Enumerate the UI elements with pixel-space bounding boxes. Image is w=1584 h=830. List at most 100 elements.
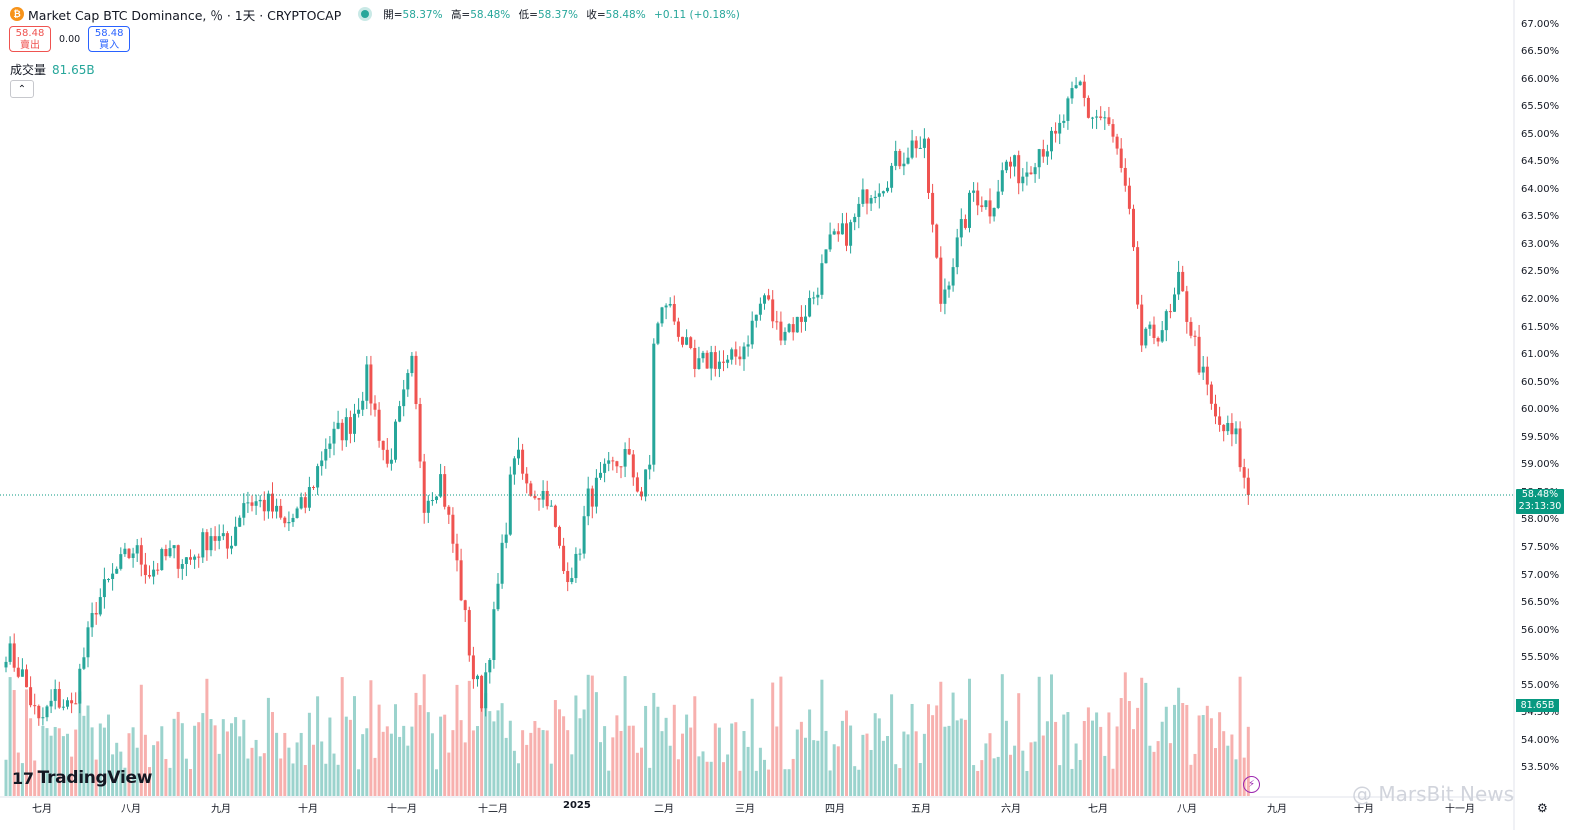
- candle-body: [127, 548, 131, 558]
- volume-bar: [927, 704, 930, 796]
- volume-bar: [918, 763, 922, 796]
- volume-bar: [1148, 745, 1152, 796]
- volume-bar: [980, 760, 984, 796]
- volume-bar: [746, 746, 750, 796]
- volume-bar: [525, 744, 529, 796]
- volume-bar: [451, 730, 455, 796]
- volume-bar: [615, 715, 619, 796]
- volume-bar: [168, 767, 172, 796]
- volume-bar: [1132, 729, 1135, 796]
- volume-bar: [783, 769, 787, 796]
- volume-bar: [832, 744, 836, 796]
- candle-body: [53, 688, 57, 701]
- candle-body: [1181, 271, 1185, 292]
- candle-body: [184, 557, 188, 565]
- volume-bar: [668, 745, 672, 796]
- volume-bar: [849, 725, 853, 796]
- ohlc-values: 開=58.37% 高=58.48% 低=58.37% 收=58.48% +0.1…: [383, 8, 740, 21]
- candle-body: [726, 359, 730, 363]
- candle-body: [242, 503, 246, 518]
- candle-body: [1111, 124, 1115, 137]
- gear-icon[interactable]: ⚙: [1537, 801, 1548, 815]
- candle-body: [1050, 130, 1053, 152]
- flash-icon[interactable]: ⚡: [1243, 776, 1260, 793]
- volume-bar: [1152, 751, 1156, 796]
- volume-bar: [1230, 734, 1234, 796]
- price-axis-label: 59.00%: [1521, 459, 1560, 471]
- candle-body: [102, 579, 106, 598]
- volume-bar: [1177, 687, 1181, 796]
- volume-bar: [1222, 731, 1226, 796]
- price-axis-label: 67.00%: [1521, 18, 1560, 30]
- volume-bar: [1041, 735, 1045, 796]
- candle-body: [369, 364, 373, 404]
- candle-body: [1054, 130, 1058, 134]
- price-axis-label: 66.00%: [1521, 73, 1560, 85]
- candle-body: [902, 163, 906, 167]
- candle-body: [1099, 116, 1103, 118]
- candle-body: [455, 543, 459, 561]
- sell-button[interactable]: 58.48 賣出: [9, 26, 51, 52]
- volume-bar: [189, 769, 192, 796]
- volume-bar: [45, 728, 49, 796]
- volume-bar: [25, 689, 28, 796]
- candle-body: [1037, 149, 1041, 168]
- volume-bar: [340, 677, 344, 796]
- candle-body: [562, 545, 566, 572]
- volume-bar: [312, 744, 315, 796]
- candle-body: [131, 553, 135, 558]
- candle-body: [968, 192, 971, 228]
- candle-body: [217, 536, 221, 541]
- candle-body: [205, 532, 209, 551]
- candle-body: [681, 336, 684, 345]
- volume-bar: [37, 770, 41, 796]
- candle-body: [492, 609, 496, 660]
- candle-body: [230, 545, 233, 549]
- volume-bar: [1029, 742, 1033, 796]
- volume-bar: [242, 719, 246, 796]
- candle-body: [1140, 304, 1144, 346]
- candle-body: [193, 556, 197, 560]
- candle-body: [808, 297, 812, 317]
- buy-button[interactable]: 58.48 買入: [88, 26, 131, 52]
- candle-body: [1041, 149, 1045, 157]
- symbol-title[interactable]: Market Cap BTC Dominance, ％ · 1天 · CRYPT…: [28, 7, 342, 23]
- volume-bar: [180, 723, 184, 796]
- volume-bar: [111, 754, 115, 796]
- price-axis-label: 56.00%: [1521, 624, 1560, 636]
- candle-body: [676, 321, 680, 337]
- candle-body: [1021, 176, 1025, 184]
- candle-body: [4, 661, 8, 668]
- candle-body: [373, 403, 377, 410]
- volume-bar: [1242, 757, 1246, 796]
- volume-bar: [389, 733, 393, 796]
- candle-body: [336, 422, 340, 429]
- volume-bar: [74, 729, 78, 796]
- tradingview-logo-icon: 17: [12, 768, 34, 788]
- volume-bar: [402, 725, 406, 796]
- time-axis-label: 二月: [654, 804, 674, 815]
- market-status-icon[interactable]: [361, 10, 370, 18]
- candle-body: [402, 389, 406, 407]
- candle-body: [1025, 172, 1029, 177]
- volume-bar: [504, 737, 508, 796]
- price-axis-label: 56.50%: [1521, 597, 1560, 609]
- tradingview-logo[interactable]: 17 TradingView: [12, 768, 153, 788]
- volume-bar: [213, 725, 217, 796]
- candle-body: [262, 499, 266, 512]
- volume-bar: [57, 728, 61, 796]
- volume-bar: [955, 720, 959, 796]
- collapse-legend-button[interactable]: ⌃: [10, 80, 34, 98]
- volume-bar: [1218, 712, 1222, 796]
- volume-bar: [578, 718, 582, 796]
- volume-bar: [373, 757, 377, 796]
- candle-body: [525, 473, 529, 484]
- volume-bar: [1086, 707, 1090, 796]
- candle-body: [758, 303, 762, 315]
- volume-bar: [53, 726, 57, 796]
- chart-legend-header: ₿ Market Cap BTC Dominance, ％ · 1天 · CRY…: [10, 5, 745, 23]
- volume-bar: [635, 752, 639, 796]
- volume-bar: [143, 734, 147, 796]
- volume-bar: [808, 709, 812, 796]
